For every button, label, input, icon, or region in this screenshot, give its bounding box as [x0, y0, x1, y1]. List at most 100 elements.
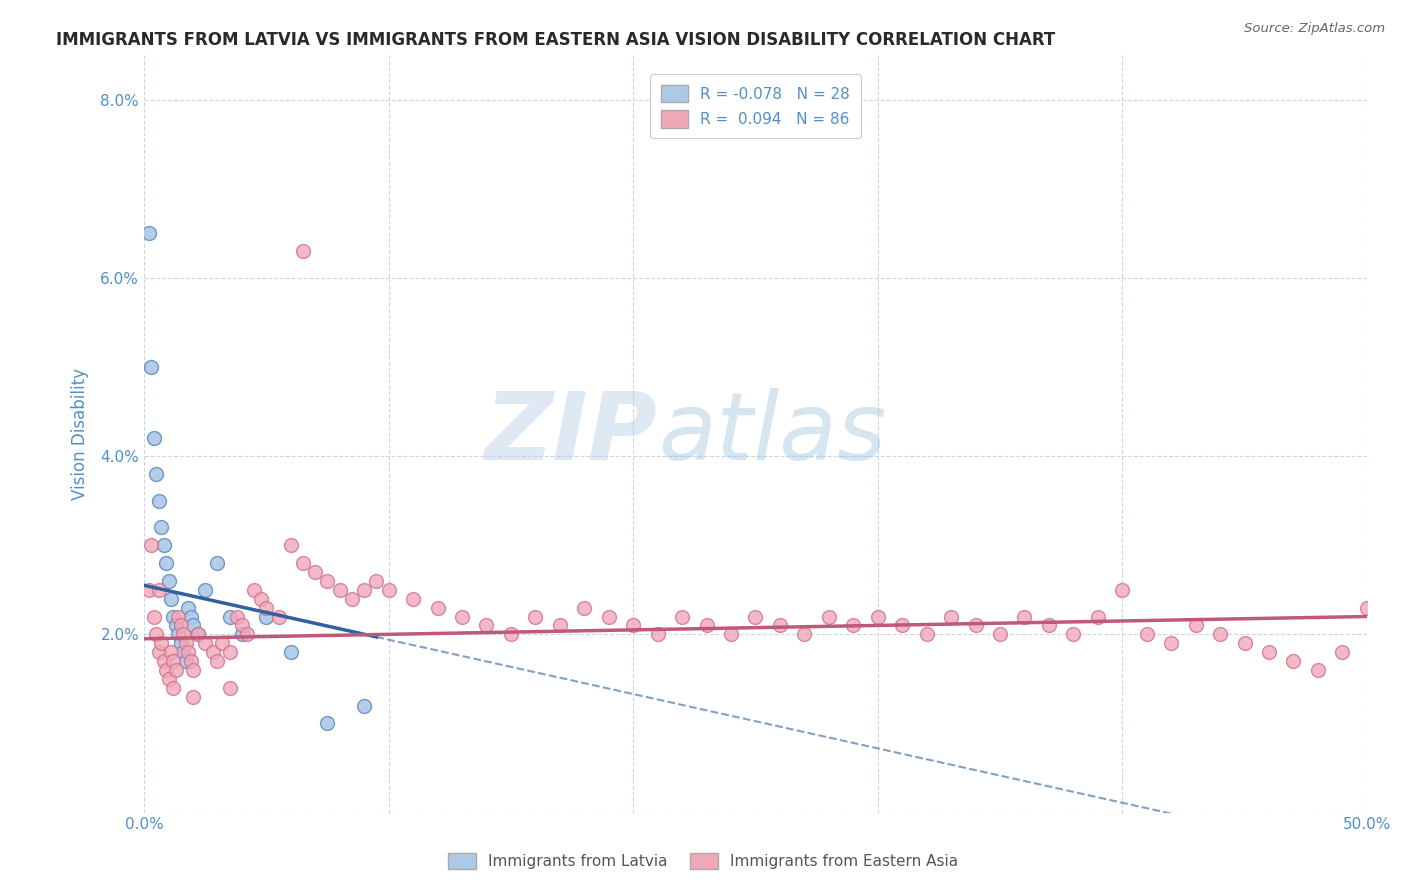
Point — [1258, 645, 1281, 659]
Point — [1111, 582, 1133, 597]
Point — [180, 609, 202, 624]
Point — [280, 538, 302, 552]
Point — [329, 582, 352, 597]
Point — [145, 627, 167, 641]
Point — [304, 565, 326, 579]
Point — [148, 493, 170, 508]
Point — [1160, 636, 1182, 650]
Point — [141, 538, 163, 552]
Point — [621, 618, 644, 632]
Point — [744, 609, 766, 624]
Point — [1038, 618, 1060, 632]
Point — [1209, 627, 1232, 641]
Point — [243, 582, 266, 597]
Point — [165, 663, 187, 677]
Point — [148, 582, 170, 597]
Point — [218, 645, 240, 659]
Point — [180, 654, 202, 668]
Point — [671, 609, 693, 624]
Point — [150, 636, 173, 650]
Point — [1331, 645, 1354, 659]
Point — [177, 645, 200, 659]
Point — [475, 618, 498, 632]
Point — [1062, 627, 1084, 641]
Point — [280, 645, 302, 659]
Point — [1355, 600, 1378, 615]
Point — [142, 431, 165, 445]
Point — [769, 618, 792, 632]
Point — [138, 227, 160, 241]
Point — [254, 600, 277, 615]
Point — [231, 627, 253, 641]
Point — [170, 636, 193, 650]
Point — [207, 556, 229, 570]
Point — [150, 520, 173, 534]
Text: Source: ZipAtlas.com: Source: ZipAtlas.com — [1244, 22, 1385, 36]
Point — [172, 627, 194, 641]
Point — [194, 582, 217, 597]
Point — [170, 618, 193, 632]
Point — [162, 681, 184, 695]
Text: ZIP: ZIP — [485, 388, 658, 480]
Point — [451, 609, 474, 624]
Point — [499, 627, 522, 641]
Point — [226, 609, 249, 624]
Point — [647, 627, 669, 641]
Point — [165, 618, 187, 632]
Point — [426, 600, 449, 615]
Point — [793, 627, 815, 641]
Point — [162, 654, 184, 668]
Point — [866, 609, 889, 624]
Point — [292, 244, 315, 259]
Point — [155, 556, 177, 570]
Point — [598, 609, 620, 624]
Point — [353, 698, 375, 713]
Point — [142, 609, 165, 624]
Point — [267, 609, 290, 624]
Point — [218, 609, 240, 624]
Point — [148, 645, 170, 659]
Point — [174, 636, 197, 650]
Point — [152, 654, 174, 668]
Point — [366, 574, 388, 588]
Point — [965, 618, 987, 632]
Point — [152, 538, 174, 552]
Text: atlas: atlas — [658, 388, 886, 479]
Point — [138, 582, 160, 597]
Point — [167, 627, 190, 641]
Point — [157, 672, 180, 686]
Point — [155, 663, 177, 677]
Point — [167, 609, 190, 624]
Y-axis label: Vision Disability: Vision Disability — [72, 368, 89, 500]
Legend: R = -0.078   N = 28, R =  0.094   N = 86: R = -0.078 N = 28, R = 0.094 N = 86 — [650, 74, 860, 138]
Point — [720, 627, 742, 641]
Point — [353, 582, 375, 597]
Text: IMMIGRANTS FROM LATVIA VS IMMIGRANTS FROM EASTERN ASIA VISION DISABILITY CORRELA: IMMIGRANTS FROM LATVIA VS IMMIGRANTS FRO… — [56, 31, 1056, 49]
Point — [939, 609, 962, 624]
Point — [160, 591, 183, 606]
Point — [915, 627, 938, 641]
Point — [236, 627, 259, 641]
Point — [157, 574, 180, 588]
Point — [1087, 609, 1109, 624]
Point — [292, 556, 315, 570]
Point — [145, 467, 167, 481]
Point — [177, 600, 200, 615]
Point — [254, 609, 277, 624]
Point — [141, 359, 163, 374]
Point — [817, 609, 839, 624]
Point — [1184, 618, 1206, 632]
Point — [181, 690, 204, 704]
Legend: Immigrants from Latvia, Immigrants from Eastern Asia: Immigrants from Latvia, Immigrants from … — [441, 847, 965, 875]
Point — [187, 627, 209, 641]
Point — [548, 618, 571, 632]
Point — [1233, 636, 1256, 650]
Point — [172, 645, 194, 659]
Point — [181, 618, 204, 632]
Point — [194, 636, 217, 650]
Point — [231, 618, 253, 632]
Point — [174, 654, 197, 668]
Point — [316, 574, 339, 588]
Point — [1282, 654, 1305, 668]
Point — [1136, 627, 1159, 641]
